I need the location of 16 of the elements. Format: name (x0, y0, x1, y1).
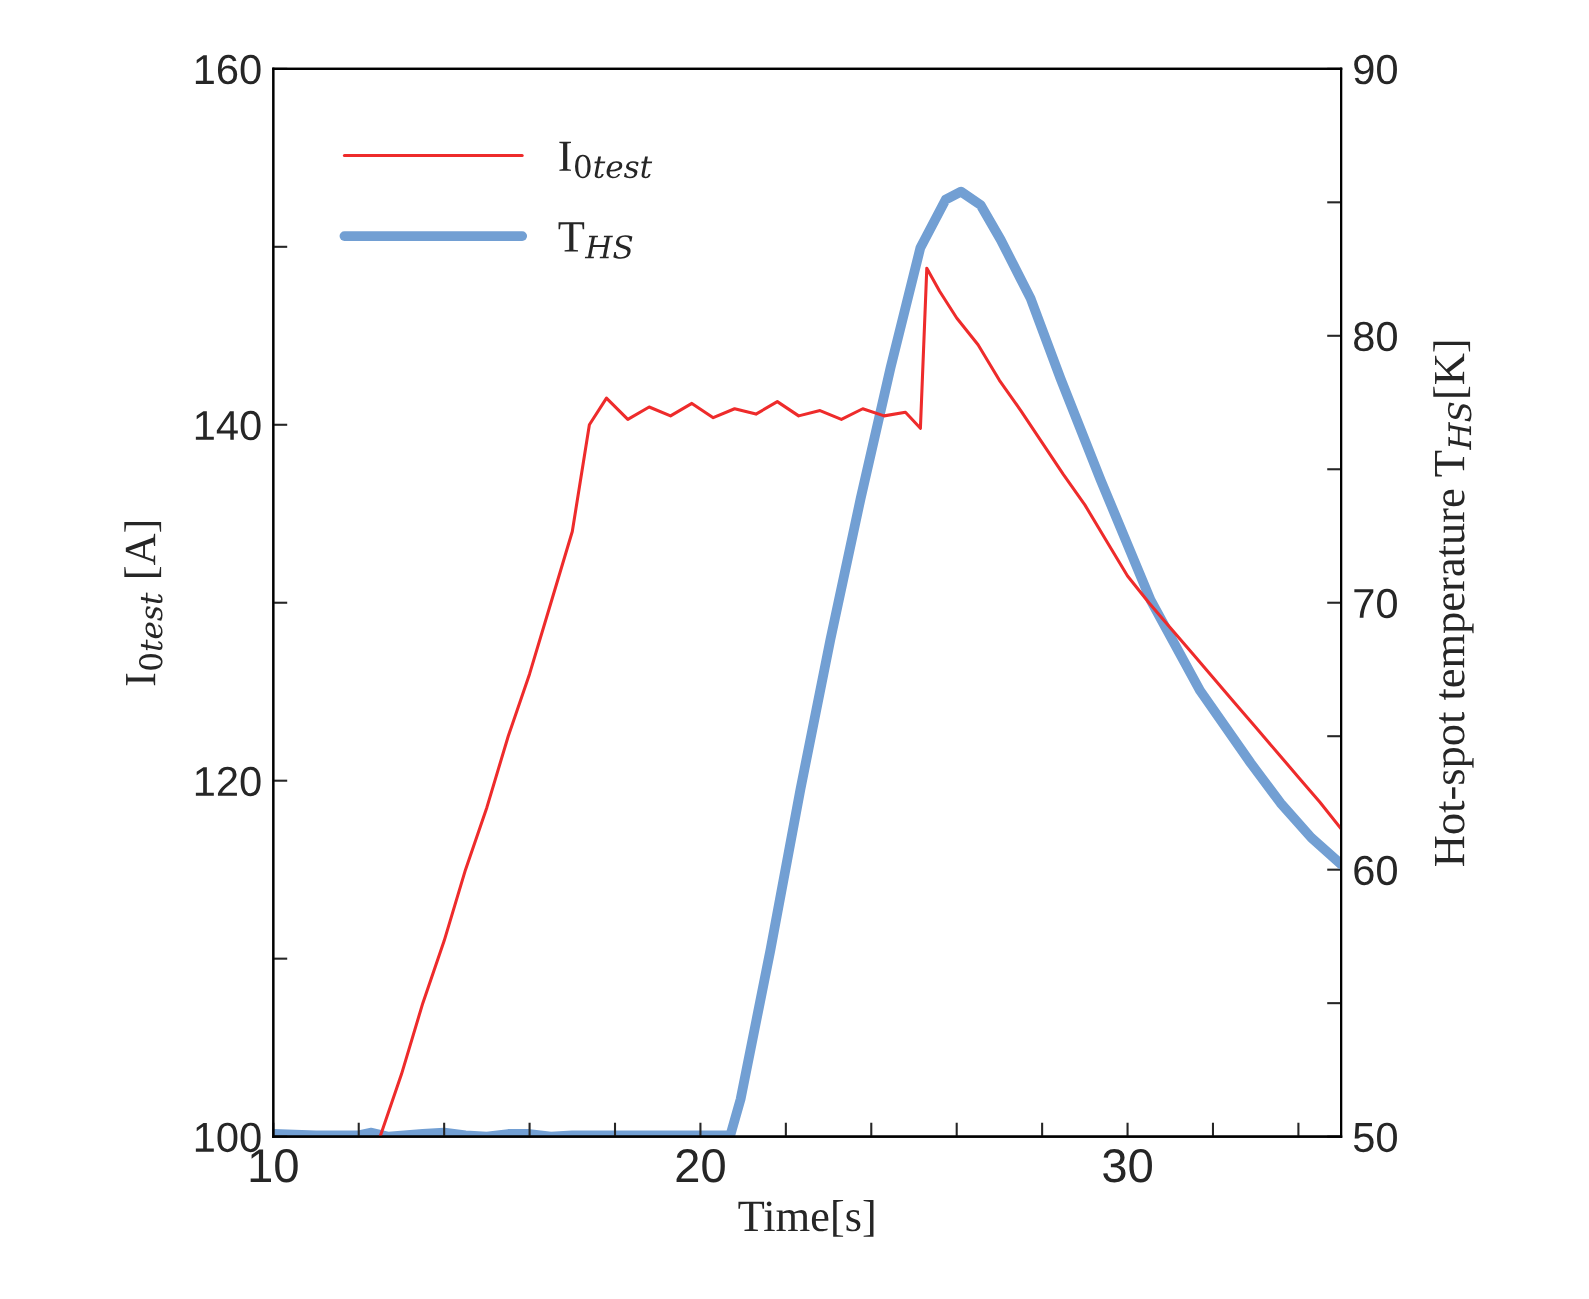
y2-tick-label: 70 (1354, 588, 1397, 619)
y2-tick-label: 60 (1354, 855, 1397, 886)
y2-tick-label: 90 (1354, 54, 1397, 85)
y2-tick-label: 50 (1353, 1122, 1397, 1153)
x-tick-label: 20 (676, 1148, 725, 1183)
legend-label: I$_{0test}$ (559, 141, 653, 179)
y-tick-label: 120 (195, 766, 261, 797)
legend-label: T$_{HS}$ (558, 222, 633, 259)
line-series (378, 266, 1342, 1137)
y-tick-label: 160 (195, 54, 261, 85)
y-tick-label: 140 (195, 410, 261, 441)
y-axis-title: I$_{0test}$ [A] (124, 521, 163, 686)
x-tick-label: 30 (1103, 1148, 1152, 1183)
y2-tick-label: 80 (1354, 321, 1397, 352)
y2-axis-title: Hot-spot temperature T$_{HS}$[K] (1433, 341, 1474, 866)
x-axis-title: Time[s] (738, 1200, 874, 1237)
